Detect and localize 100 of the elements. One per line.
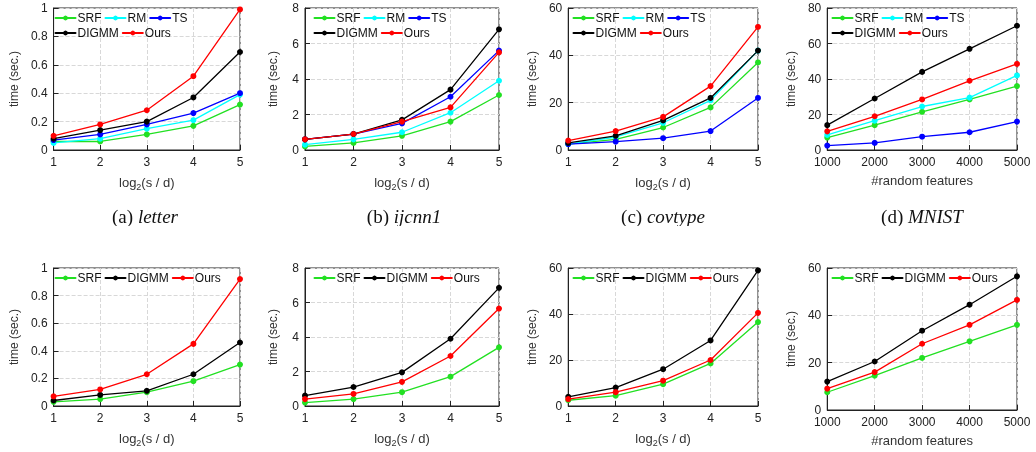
x-tick-label: 3 [143,411,151,425]
y-tick-label: 80 [807,1,822,15]
y-tick-label: 60 [548,261,563,275]
y-tick-label: 0 [40,143,48,157]
legend-label: DIGMM [595,26,637,40]
y-tick-label: 0 [292,143,300,157]
legend-label: SRF [854,11,879,25]
y-tick-label: 0.2 [30,114,48,129]
y-axis-title: time (sec.) [784,50,798,108]
legend-label: SRF [336,271,361,285]
x-tick-label: 4 [447,155,455,169]
y-tick-label: 8 [292,1,300,15]
x-tick-label: 1 [564,411,572,425]
legend-label: TS [431,11,447,25]
legend-label: DIGMM [854,26,896,40]
x-tick-label: 5000 [1003,155,1031,169]
x-axis-title: #random features [871,173,974,188]
x-tick-label: 1000 [813,415,841,429]
legend-label: Ours [194,271,221,285]
y-tick-label: 4 [292,330,300,344]
x-tick-label: 5000 [1003,415,1031,429]
x-axis-title: #random features [871,433,974,448]
legend-label: SRF [595,11,620,25]
y-tick-label: 0.2 [30,371,48,386]
x-tick-label: 5 [495,411,503,425]
x-tick-label: 5 [754,411,762,425]
legend-label: Ours [662,26,689,40]
legend-label: RM [127,11,147,25]
legend-label: RM [386,11,406,25]
x-tick-label: 1 [50,155,58,169]
y-tick-label: 20 [548,95,563,110]
x-tick-label: 1 [301,411,309,425]
y-axis-title: time (sec.) [7,308,21,366]
y-tick-label: 6 [292,36,300,51]
x-tick-label: 3 [143,155,151,169]
x-tick-label: 3000 [908,415,936,429]
y-tick-label: 40 [807,72,822,86]
y-tick-label: 0.8 [30,288,48,303]
x-tick-label: 1000 [813,155,841,169]
legend-label: DIGMM [645,271,687,285]
y-tick-label: 8 [292,261,300,275]
y-axis-title: time (sec.) [525,308,539,366]
y-tick-label: 1 [40,261,48,275]
legend-label: SRF [854,271,879,285]
x-tick-label: 3 [659,155,667,169]
y-tick-label: 40 [807,308,822,323]
x-tick-label: 1 [564,155,572,169]
legend-label: Ours [712,271,739,285]
y-tick-label: 6 [292,295,300,310]
legend-label: Ours [453,271,480,285]
y-tick-label: 20 [807,107,822,122]
x-tick-label: 4 [707,411,715,425]
y-tick-label: 40 [548,307,563,321]
y-tick-label: 0 [555,399,563,413]
legend-label: SRF [77,271,102,285]
y-tick-label: 2 [292,107,300,122]
x-tick-label: 4000 [956,155,984,169]
x-tick-label: 2 [350,411,358,425]
y-tick-label: 20 [807,355,822,370]
legend-label: Ours [403,26,430,40]
x-tick-label: 2 [96,411,104,425]
y-tick-label: 0.6 [30,57,48,72]
x-tick-label: 3 [398,155,406,169]
x-tick-label: 5 [236,155,244,169]
legend-label: DIGMM [336,26,378,40]
legend-label: TS [172,11,188,25]
x-tick-label: 2000 [861,415,889,429]
x-tick-label: 3000 [908,155,936,169]
legend-label: DIGMM [386,271,428,285]
legend-label: TS [949,11,965,25]
y-tick-label: 0.6 [30,316,48,331]
x-tick-label: 4000 [956,415,984,429]
x-tick-label: 3 [398,411,406,425]
x-tick-label: 1 [50,411,58,425]
legend-label: SRF [77,11,102,25]
x-tick-label: 5 [754,155,762,169]
legend-label: RM [645,11,665,25]
x-tick-label: 3 [659,411,667,425]
y-tick-label: 2 [292,364,300,379]
y-tick-label: 0.4 [30,343,48,358]
x-tick-label: 2 [612,155,620,169]
y-axis-title: time (sec.) [7,50,21,108]
legend-label: DIGMM [77,26,119,40]
y-tick-label: 60 [807,261,822,275]
x-tick-label: 5 [495,155,503,169]
legend-label: RM [904,11,924,25]
y-axis-title: time (sec.) [525,50,539,108]
y-tick-label: 0.4 [30,86,48,101]
x-tick-label: 4 [447,411,455,425]
y-tick-label: 1 [40,1,48,15]
y-tick-label: 0.8 [30,29,48,44]
x-tick-label: 4 [190,411,198,425]
y-tick-label: 20 [548,353,563,367]
x-tick-label: 4 [190,155,198,169]
legend-label: SRF [595,271,620,285]
x-tick-label: 4 [707,155,715,169]
x-tick-label: 2 [612,411,620,425]
y-tick-label: 60 [807,36,822,51]
y-tick-label: 60 [548,1,563,15]
legend-label: Ours [144,26,171,40]
